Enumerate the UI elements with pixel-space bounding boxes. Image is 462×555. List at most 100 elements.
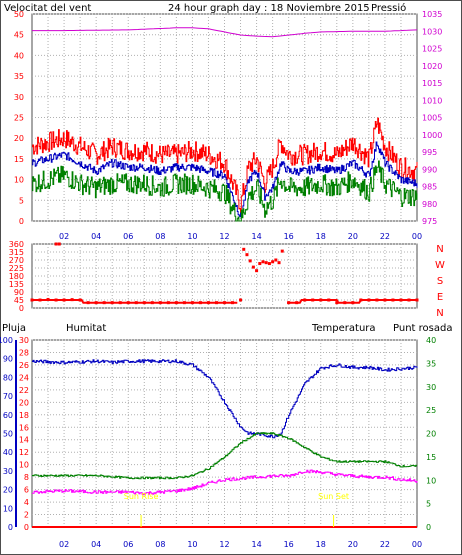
pressure-tick-label: 1025: [422, 45, 442, 54]
wind-tick-label: 25: [14, 114, 24, 123]
direction-point: [245, 253, 249, 257]
direction-point: [258, 262, 262, 266]
direction-tick-label: 180: [9, 272, 24, 281]
direction-point: [242, 247, 246, 251]
x-tick-label: 02: [59, 232, 69, 241]
direction-tick-label: 135: [9, 280, 24, 289]
x-tick-label: 20: [348, 232, 358, 241]
x-tick-label: 06: [123, 540, 133, 549]
direction-point: [280, 249, 284, 253]
temperature-tick-label: 30: [426, 383, 436, 392]
temperature-tick-label: 5: [426, 500, 431, 509]
direction-point: [264, 261, 268, 265]
temperature-tick-label: 20: [426, 430, 436, 439]
x-tick-label: 08: [155, 232, 165, 241]
temperature-tick-label: 25: [426, 406, 436, 415]
pressure-tick-label: 1000: [422, 131, 442, 140]
direction-tick-label: 45: [14, 296, 24, 305]
direction-point: [57, 242, 61, 246]
wind-tick-label: 30: [14, 93, 24, 102]
direction-tick-label: 360: [9, 240, 24, 249]
pressure-tick-label: 990: [422, 165, 437, 174]
x-tick-label: 06: [123, 232, 133, 241]
humidity-tick-label: 2: [24, 511, 29, 520]
wind-tick-label: 45: [14, 31, 24, 40]
humidity-tick-label: 10: [19, 461, 29, 470]
humidity-title: Humitat: [66, 323, 106, 334]
x-tick-label: 04: [91, 540, 101, 549]
humidity-tick-label: 18: [19, 411, 29, 420]
direction-point: [335, 301, 339, 305]
x-tick-label: 00: [412, 540, 422, 549]
temperature-tick-label: 15: [426, 453, 436, 462]
wind-tick-label: 50: [14, 10, 24, 19]
x-tick-label: 16: [284, 540, 294, 549]
rain-tick-label: 30: [3, 467, 13, 476]
x-tick-label: 20: [348, 540, 358, 549]
direction-letter: E: [437, 292, 443, 303]
direction-tick-label: 0: [19, 304, 24, 313]
humidity-tick-label: 22: [19, 386, 29, 395]
direction-point: [54, 242, 58, 246]
x-tick-label: 18: [316, 540, 326, 549]
x-tick-label: 22: [380, 232, 390, 241]
wind-tick-label: 10: [14, 176, 24, 185]
pressure-tick-label: 1015: [422, 79, 442, 88]
humidity-tick-label: 26: [19, 361, 29, 370]
rain-tick-label: 60: [3, 411, 13, 420]
humidity-tick-label: 8: [24, 473, 29, 482]
x-tick-label: 12: [219, 232, 229, 241]
x-tick-label: 22: [380, 540, 390, 549]
pressure-tick-label: 1035: [422, 10, 442, 19]
pressure-tick-label: 1020: [422, 62, 442, 71]
humidity-tick-label: 30: [19, 336, 29, 345]
direction-point: [277, 261, 281, 265]
temperature-tick-label: 40: [426, 336, 436, 345]
x-tick-label: 14: [251, 540, 261, 549]
series-wind-min: [32, 160, 418, 222]
direction-tick-label: 315: [9, 248, 24, 257]
direction-baseline: [32, 299, 417, 304]
humidity-tick-label: 0: [24, 523, 29, 532]
humidity-tick-label: 4: [24, 498, 29, 507]
sun-label: Sun Set: [318, 492, 349, 501]
pressure-tick-label: 975: [422, 217, 437, 226]
rain-tick-label: 40: [3, 448, 13, 457]
humidity-tick-label: 24: [19, 373, 29, 382]
wind-tick-label: 35: [14, 72, 24, 81]
direction-point: [261, 260, 265, 264]
rain-tick-label: 70: [3, 392, 13, 401]
pressure-title: Pressió: [371, 2, 406, 14]
pressure-tick-label: 985: [422, 183, 437, 192]
direction-letter: N: [436, 244, 443, 255]
x-tick-label: 18: [316, 232, 326, 241]
series-pressure: [32, 27, 418, 38]
pressure-tick-label: 1005: [422, 114, 442, 123]
sun-label: Sun Rise: [124, 492, 159, 501]
pressure-tick-label: 1010: [422, 96, 442, 105]
pressure-tick-label: 1030: [422, 27, 442, 36]
chart-title: 24 hour graph day : 18 Noviembre 2015: [168, 3, 370, 14]
x-tick-label: 16: [284, 232, 294, 241]
x-tick-label: 14: [251, 232, 261, 241]
direction-point: [248, 259, 252, 263]
wind-tick-label: 5: [19, 196, 24, 205]
rain-tick-label: 80: [3, 373, 13, 382]
pressure-tick-label: 980: [422, 200, 437, 209]
rain-tick-label: 90: [3, 355, 13, 364]
rain-title: Pluja: [2, 323, 26, 334]
temperature-tick-label: 10: [426, 476, 436, 485]
direction-tick-label: 225: [9, 264, 24, 273]
temperature-tick-label: 35: [426, 359, 436, 368]
temperature-tick-label: 0: [426, 523, 431, 532]
pressure-tick-label: 995: [422, 148, 437, 157]
series-humidity: [32, 359, 418, 439]
series-dewpoint: [32, 469, 418, 496]
rain-tick-label: 10: [3, 504, 13, 513]
series-temperature: [32, 432, 418, 480]
rain-tick-label: 50: [3, 430, 13, 439]
humidity-tick-label: 14: [19, 436, 29, 445]
direction-letter: N: [436, 308, 443, 319]
